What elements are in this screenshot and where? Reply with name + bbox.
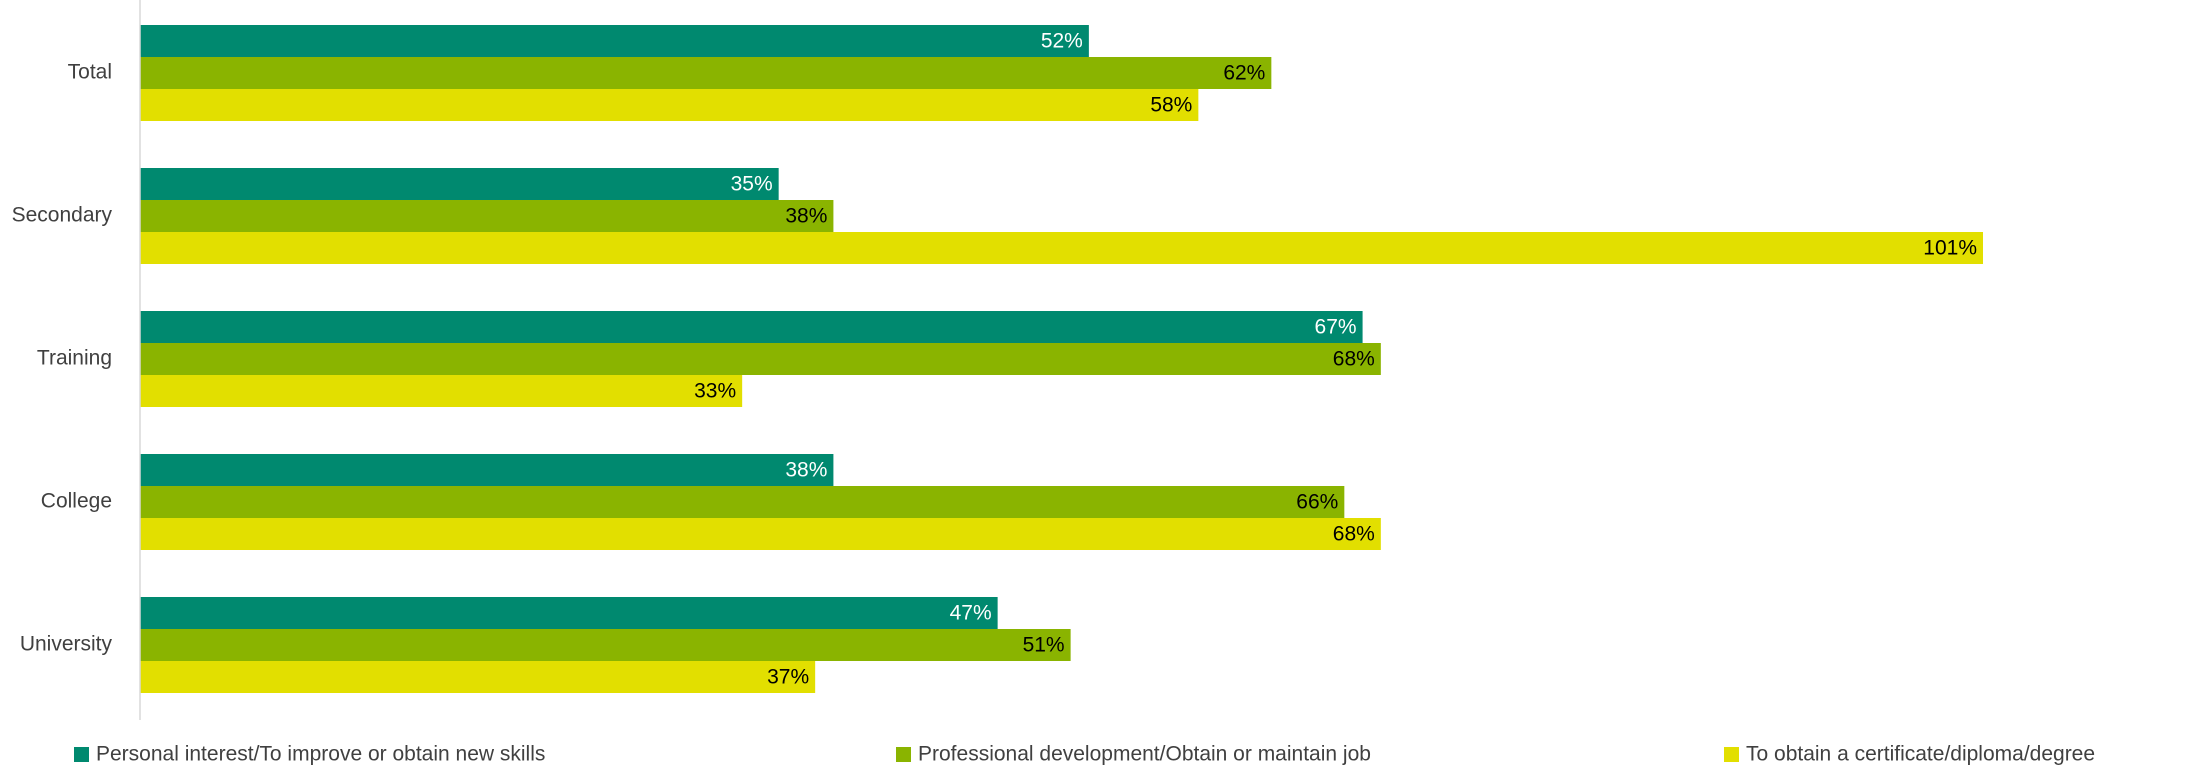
data-label: 62% bbox=[1223, 62, 1265, 85]
y-tick-label: Secondary bbox=[12, 204, 113, 227]
bar bbox=[140, 518, 1381, 550]
legend-swatch bbox=[74, 747, 89, 762]
data-label: 35% bbox=[731, 173, 773, 196]
data-label: 47% bbox=[950, 602, 992, 625]
data-label: 52% bbox=[1041, 30, 1083, 53]
bar bbox=[140, 57, 1272, 89]
y-tick-label: Training bbox=[37, 347, 112, 370]
legend-swatch bbox=[896, 747, 911, 762]
y-tick-label: College bbox=[41, 490, 112, 513]
bar bbox=[140, 200, 834, 232]
data-label: 33% bbox=[694, 380, 736, 403]
data-label: 38% bbox=[785, 459, 827, 482]
bar bbox=[140, 343, 1381, 375]
legend-label: Professional development/Obtain or maint… bbox=[918, 743, 1371, 766]
bar bbox=[140, 661, 816, 693]
y-tick-label: University bbox=[20, 633, 113, 656]
data-label: 51% bbox=[1023, 634, 1065, 657]
bar bbox=[140, 232, 1983, 264]
bar bbox=[140, 597, 998, 629]
data-label: 37% bbox=[767, 666, 809, 689]
data-label: 68% bbox=[1333, 348, 1375, 371]
legend-label: To obtain a certificate/diploma/degree bbox=[1746, 743, 2095, 766]
bar bbox=[140, 629, 1071, 661]
data-label: 38% bbox=[785, 205, 827, 228]
bar bbox=[140, 89, 1199, 121]
legend-swatch bbox=[1724, 747, 1739, 762]
legend-label: Personal interest/To improve or obtain n… bbox=[96, 743, 545, 766]
bar bbox=[140, 311, 1363, 343]
bar bbox=[140, 454, 834, 486]
bar bbox=[140, 486, 1345, 518]
data-label: 101% bbox=[1923, 237, 1977, 260]
data-label: 67% bbox=[1315, 316, 1357, 339]
data-label: 58% bbox=[1150, 94, 1192, 117]
y-tick-label: Total bbox=[68, 61, 112, 84]
data-label: 66% bbox=[1296, 491, 1338, 514]
bar bbox=[140, 375, 743, 407]
data-label: 68% bbox=[1333, 523, 1375, 546]
bar bbox=[140, 168, 779, 200]
bar bbox=[140, 25, 1089, 57]
